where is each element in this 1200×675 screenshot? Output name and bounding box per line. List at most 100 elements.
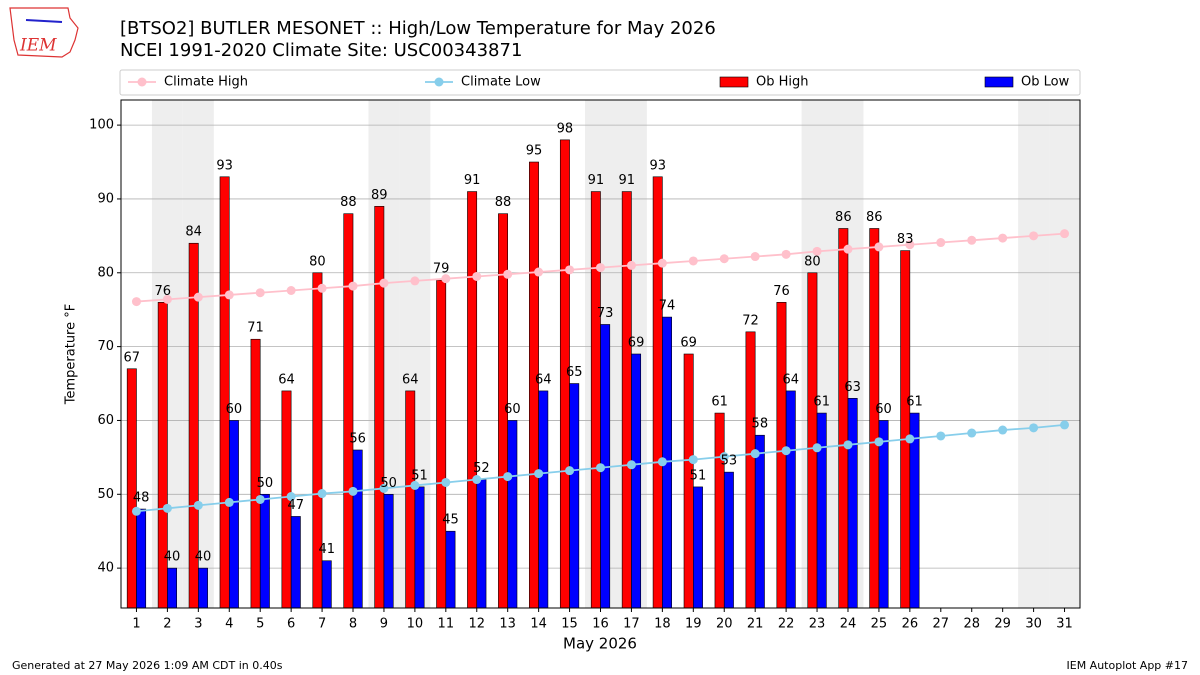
data-label: 80 [309,254,326,269]
bar [476,479,487,609]
bar [693,486,703,609]
marker [317,489,327,499]
x-tick-label: 15 [561,617,578,632]
x-tick-label: 28 [963,617,980,632]
bar [785,390,796,609]
x-tick-label: 25 [871,617,888,632]
bar [847,398,858,609]
marker [596,263,605,273]
data-label: 65 [566,365,583,380]
bar [621,191,632,609]
marker [565,265,575,275]
bar [250,338,261,609]
marker [1060,229,1070,239]
marker [596,463,605,473]
data-label: 40 [195,550,212,565]
marker [967,235,977,245]
data-label: 61 [906,395,923,410]
data-label: 73 [597,306,614,321]
legend-label: Climate Low [461,75,541,90]
data-label: 88 [340,195,357,210]
marker [379,278,389,288]
x-tick-label: 26 [902,617,919,632]
x-tick-label: 21 [747,617,764,632]
y-axis-label: Temperature °F [64,304,79,405]
bar [652,176,663,609]
marker [410,276,420,286]
marker [936,238,946,248]
bar [321,560,332,609]
data-label: 40 [164,550,181,565]
data-label: 64 [782,372,799,387]
x-tick-label: 24 [840,617,857,632]
x-tick-label: 10 [407,617,424,632]
marker [812,443,822,453]
data-label: 56 [349,431,366,446]
x-tick-label: 7 [318,617,326,632]
x-tick-label: 9 [380,617,388,632]
data-label: 53 [721,454,738,469]
y-tick-label: 40 [97,561,114,576]
x-tick-label: 29 [994,617,1011,632]
bar [776,302,787,609]
logo-line [25,19,63,23]
data-label: 88 [495,195,512,210]
marker [750,449,760,459]
weekend-shade [1018,100,1050,608]
marker [626,460,636,470]
x-tick-label: 4 [225,617,233,632]
bar [754,434,765,609]
data-label: 93 [216,158,233,173]
x-tick-label: 30 [1025,617,1042,632]
legend-marker [434,77,444,87]
x-tick-label: 11 [438,617,455,632]
bar [507,420,518,609]
marker [255,288,265,298]
x-tick-label: 5 [256,617,264,632]
marker [286,492,296,502]
marker [657,457,667,467]
marker [781,249,791,259]
marker [472,475,482,485]
data-label: 52 [473,461,490,476]
marker [874,437,884,447]
x-tick-label: 31 [1056,617,1073,632]
plot-frame [120,99,1081,609]
data-label: 64 [535,372,552,387]
data-label: 61 [711,395,728,410]
x-axis-label: May 2026 [563,635,637,653]
bar [838,228,849,609]
marker [998,233,1008,243]
data-label: 48 [133,491,150,506]
marker [255,494,265,504]
data-label: 50 [380,476,397,491]
data-label: 93 [649,158,666,173]
marker [719,452,729,462]
data-label: 91 [588,173,605,188]
y-tick-label: 70 [97,339,114,354]
data-label: 64 [402,372,419,387]
footer-right: IEM Autoplot App #17 [1067,659,1189,672]
marker [657,258,667,268]
bar [538,390,549,609]
marker [162,503,172,513]
chart-subtitle: NCEI 1991-2020 Climate Site: USC00343871 [120,40,522,61]
data-label: 91 [619,173,636,188]
legend-box [119,69,1081,96]
bar [569,383,580,609]
bar [219,176,230,609]
legend-marker [137,77,147,87]
x-tick-label: 22 [778,617,795,632]
x-tick-label: 6 [287,617,295,632]
data-label: 67 [124,350,141,365]
x-tick-label: 18 [654,617,671,632]
x-tick-label: 23 [809,617,826,632]
data-label: 50 [257,476,274,491]
bar [816,412,827,609]
data-label: 41 [318,542,335,557]
data-label: 64 [278,372,295,387]
data-label: 79 [433,262,450,277]
bar [869,228,880,609]
marker [224,290,234,300]
